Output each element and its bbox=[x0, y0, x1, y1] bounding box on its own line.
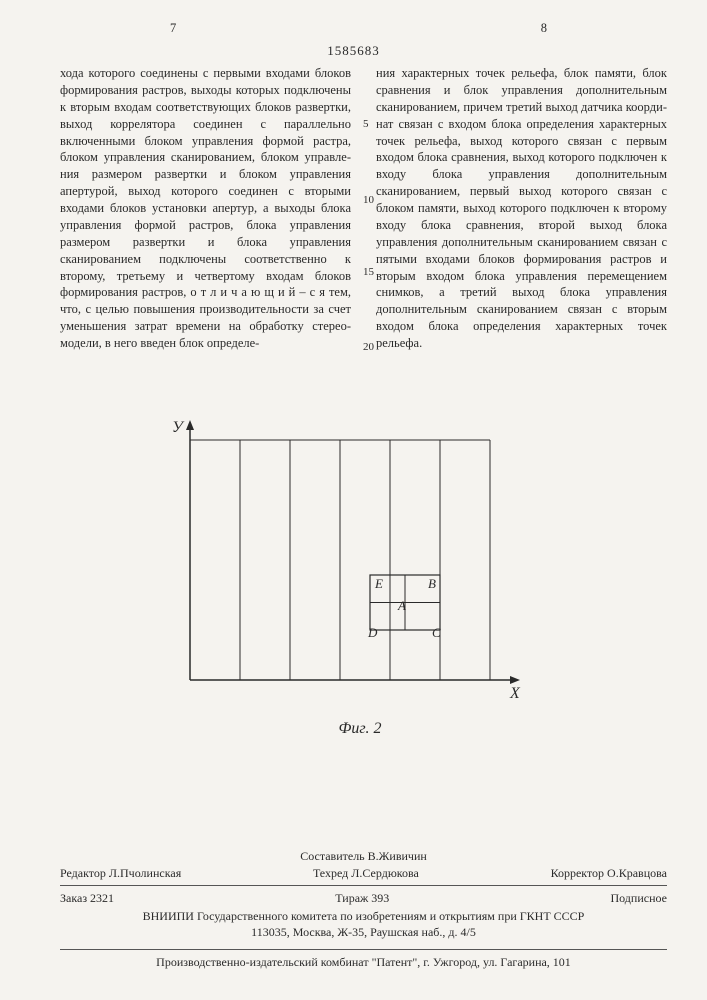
footer-bottom: Производственно-издательский комбинат "П… bbox=[60, 949, 667, 970]
footer-corrector: Корректор О.Кравцова bbox=[551, 865, 667, 881]
column-right-text: ния характерных точек рельефа, блок памя… bbox=[376, 65, 667, 352]
svg-text:E: E bbox=[374, 576, 383, 591]
footer-org2: 113035, Москва, Ж-35, Раушская наб., д. … bbox=[60, 924, 667, 940]
svg-text:D: D bbox=[367, 625, 378, 640]
column-left: хода которого соединены с первыми входам… bbox=[60, 65, 351, 352]
page-num-left: 7 bbox=[170, 20, 176, 37]
column-right: ния характерных точек рельефа, блок памя… bbox=[376, 65, 667, 352]
column-left-text: хода которого соединены с первыми входам… bbox=[60, 65, 351, 352]
footer-composer: Составитель В.Живичин bbox=[60, 848, 667, 864]
svg-text:A: A bbox=[397, 598, 406, 613]
footer-block: Составитель В.Живичин Редактор Л.Пчолинс… bbox=[60, 848, 667, 940]
ruler-mark: 5 bbox=[363, 117, 369, 132]
footer-divider bbox=[60, 885, 667, 886]
footer-circulation: Тираж 393 bbox=[335, 890, 389, 906]
svg-text:C: C bbox=[432, 625, 441, 640]
figure-caption: Фиг. 2 bbox=[339, 718, 382, 740]
footer-tech: Техред Л.Сердюкова bbox=[313, 865, 419, 881]
svg-text:Х: Х bbox=[509, 685, 521, 702]
svg-text:У: У bbox=[172, 419, 185, 436]
footer-org1: ВНИИПИ Государственного комитета по изоб… bbox=[60, 908, 667, 924]
svg-text:B: B bbox=[428, 576, 436, 591]
footer-credits-row: Редактор Л.Пчолинская Техред Л.Сердюкова… bbox=[60, 865, 667, 881]
figure-svg: У Х E B A D C bbox=[150, 410, 570, 720]
footer-sub: Подписное bbox=[610, 890, 667, 906]
page-num-right: 8 bbox=[541, 20, 547, 37]
document-number: 1585683 bbox=[0, 42, 707, 60]
footer-order-row: Заказ 2321 Тираж 393 Подписное bbox=[60, 890, 667, 906]
page: 7 8 1585683 хода которого соединены с пе… bbox=[0, 0, 707, 1000]
footer-editor: Редактор Л.Пчолинская bbox=[60, 865, 181, 881]
text-columns: хода которого соединены с первыми входам… bbox=[60, 65, 667, 352]
ruler-mark: 15 bbox=[363, 265, 374, 280]
ruler-mark: 20 bbox=[363, 340, 374, 355]
footer-order: Заказ 2321 bbox=[60, 890, 114, 906]
ruler-mark: 10 bbox=[363, 193, 374, 208]
figure-2: У Х E B A D C Фиг. 2 bbox=[150, 410, 570, 740]
